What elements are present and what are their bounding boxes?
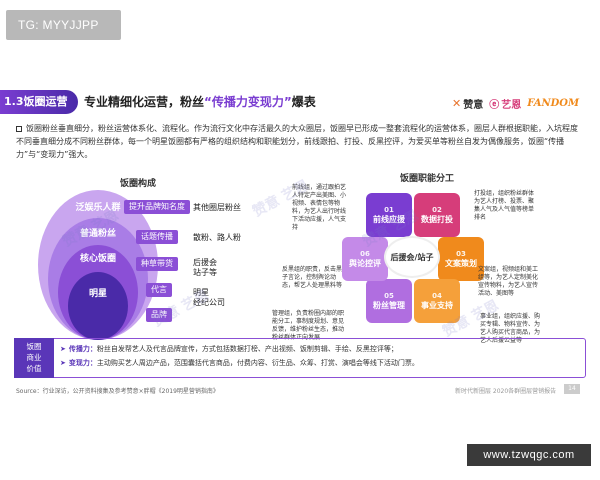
x-mark-icon: ✕: [452, 96, 462, 110]
url-badge: www.tzwqgc.com: [467, 444, 591, 466]
desc-opinion: 反黑组的职责，反击黑子言论，控制舆论动态，帮艺人处理黑料等: [282, 266, 343, 289]
fan-composition-title: 饭圈构成: [120, 179, 157, 189]
fan-roles-title: 饭圈职能分工: [400, 174, 455, 184]
step-endorsement: 代言: [146, 283, 172, 297]
zanyi-logo: ✕ 赞意: [452, 96, 483, 111]
source-note: Source：行业深访，公开资料搜集及参考赞意×胖帽《2019明星营销指南》: [16, 388, 219, 395]
arrow-icon: ➤: [60, 345, 66, 353]
petal-label: 数据打投: [421, 214, 453, 224]
petal-num: 04: [432, 291, 442, 300]
title-part-a: 专业精细化运营，粉丝: [84, 95, 205, 109]
petal-label: 文案策划: [445, 258, 477, 268]
tg-badge: TG: MYYJJPP: [6, 10, 121, 40]
petal-num: 01: [384, 205, 394, 214]
desc-career: 事业组，组织应援、购买专辑、物料宣传、为艺人购买代言商品，为艺人后援公益等: [480, 313, 541, 344]
title-quote: “传播力变现力”: [204, 95, 292, 109]
desc-voting: 打投组，组织粉丝群体为艺人打榜、投票、聚集人气及人气值等榜单排名: [474, 190, 535, 221]
section-badge: 1.3饭圈运营: [0, 90, 78, 114]
petal-num: 03: [456, 249, 466, 258]
side-label-casual: 散粉、路人粉: [193, 233, 241, 242]
page-number: 14: [564, 384, 580, 394]
zanyi-text: 赞意: [463, 99, 484, 111]
bullet-square-icon: [16, 125, 22, 132]
yien-logo: ⓔ 艺恩: [489, 96, 521, 111]
petal-copywriting: 03 文案策划: [438, 237, 484, 281]
desc-copywriting: 文案组，视频组和美工组等，为艺人定制美化宣传物料，为艺人宣传活动、美图等: [478, 266, 539, 297]
value-key: 传播力：: [68, 345, 97, 353]
commercial-value-label: 饭圈 商业 价值: [14, 338, 54, 378]
ring-fans-label: 普通粉丝: [79, 229, 116, 239]
value-text: 粉丝自发帮艺人及代言品牌宣传，方式包括数据打榜、产出视频、饭制剪辑、手绘、反黑控…: [96, 345, 398, 353]
side-label-agency: 明星 经纪公司: [193, 288, 225, 307]
title-part-b: 爆表: [291, 95, 316, 109]
report-footer: 新时代新圈层 2020各群圈层营销报告: [455, 388, 557, 395]
slide-title: 专业精细化运营，粉丝“传播力变现力”爆表: [84, 90, 316, 114]
step-topic: 话题传播: [136, 230, 178, 244]
desc-frontline: 前线组，通过跟拍艺人特定产出美图、小视频、表情包等物料，为艺人出行时线下活动应援…: [292, 184, 347, 231]
petal-management: 05 粉丝管理: [366, 279, 412, 323]
desc-management: 管理组，负责粉圈内部的职能分工，事制度规划、意见反馈，维护粉丝生态，推动粉丝群体…: [272, 310, 345, 341]
step-brand-awareness: 提升品牌知名度: [124, 200, 190, 214]
ring-core-label: 核心饭圈: [79, 254, 116, 264]
fan-composition-diagram: 泛娱乐人群 普通粉丝 核心饭圈 明星 提升品牌知名度 话题传播 种草带货 代言 …: [38, 190, 241, 340]
yien-text: 艺恩: [501, 99, 522, 111]
side-label-other: 其他圈层粉丝: [193, 203, 241, 212]
arrow-icon: ➤: [60, 359, 66, 367]
value-key: 变现力：: [68, 359, 97, 367]
value-line-spread: ➤ 传播力：粉丝自发帮艺人及代言品牌宣传，方式包括数据打榜、产出视频、饭制剪辑、手…: [60, 344, 398, 354]
ring-star-label: 明星: [88, 289, 107, 299]
petal-num: 02: [432, 205, 442, 214]
ring-general-label: 泛娱乐人群: [75, 203, 121, 213]
yien-e-icon: ⓔ: [489, 99, 500, 111]
petal-label: 舆论控评: [349, 258, 381, 268]
brand-logos: ✕ 赞意 ⓔ 艺恩 FANDOM: [452, 94, 579, 112]
petal-label: 粉丝管理: [373, 300, 405, 310]
step-brand: 品牌: [146, 308, 172, 322]
intro-text: 饭圈粉丝垂直细分，粉丝运营体系化、流程化。作为流行文化中存活最久的大众圈层，饭圈…: [16, 124, 578, 159]
ring-star: 明星: [68, 272, 128, 340]
petal-voting: 02 数据打投: [414, 193, 460, 237]
side-label-support: 后援会 站子等: [193, 258, 217, 277]
petal-opinion: 06 舆论控评: [342, 237, 388, 281]
value-line-monetize: ➤ 变现力：主动购买艺人周边产品，范围囊括代言商品，付费内容、衍生品、众筹、打赏、…: [60, 358, 419, 368]
slide: 1.3饭圈运营 专业精细化运营，粉丝“传播力变现力”爆表 ✕ 赞意 ⓔ 艺恩 FAN…: [0, 78, 600, 408]
petal-label: 事业支持: [421, 300, 453, 310]
step-seeding: 种草带货: [136, 257, 178, 271]
petal-num: 05: [384, 291, 394, 300]
fan-roles-wheel: 01 前线应援 02 数据打投 03 文案策划 04 事业支持 05 粉丝管理 06 舆论控…: [342, 193, 484, 323]
petal-num: 06: [360, 249, 370, 258]
intro-paragraph: 饭圈粉丝垂直细分，粉丝运营体系化、流程化。作为流行文化中存活最久的大众圈层，饭圈…: [16, 122, 584, 161]
wheel-hub: 后援会/站子: [386, 238, 438, 276]
petal-label: 前线应援: [373, 214, 405, 224]
petal-career: 04 事业支持: [414, 279, 460, 323]
fandom-logo: FANDOM: [527, 97, 580, 109]
petal-frontline: 01 前线应援: [366, 193, 412, 237]
value-text: 主动购买艺人周边产品，范围囊括代言商品，付费内容、衍生品、众筹、打赏、演唱会等线…: [96, 359, 419, 367]
